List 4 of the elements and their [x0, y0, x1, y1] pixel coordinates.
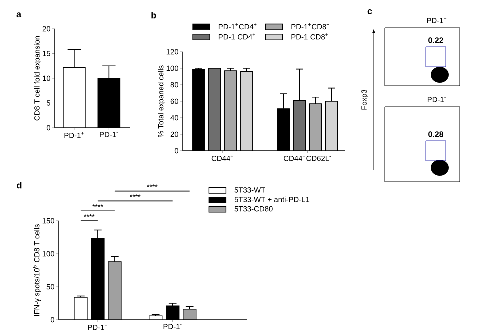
text: c: [368, 10, 372, 14]
text: d: [17, 182, 22, 189]
text: a: [16, 12, 22, 18]
text: b: [152, 12, 156, 19]
